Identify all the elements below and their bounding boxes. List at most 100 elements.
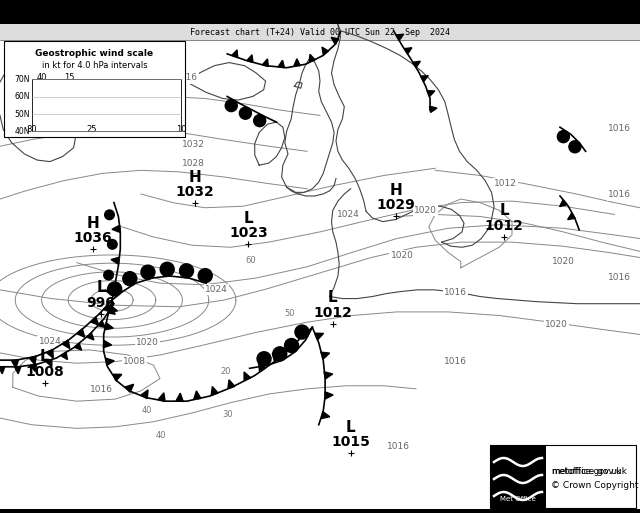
Text: H: H [86, 216, 99, 231]
Text: 1020: 1020 [545, 320, 568, 329]
Polygon shape [321, 411, 330, 419]
Polygon shape [420, 75, 428, 82]
Text: © Crown Copyright: © Crown Copyright [551, 481, 639, 490]
Polygon shape [331, 37, 339, 44]
Text: 1029: 1029 [376, 198, 415, 212]
Polygon shape [106, 358, 114, 365]
Polygon shape [111, 257, 120, 264]
Polygon shape [108, 308, 115, 314]
Text: 1032: 1032 [176, 185, 214, 199]
Circle shape [108, 282, 122, 296]
Polygon shape [106, 289, 114, 296]
Text: 50: 50 [284, 309, 294, 319]
Text: 1015: 1015 [332, 435, 370, 449]
Text: 20: 20 [220, 367, 230, 377]
Polygon shape [62, 340, 70, 348]
Polygon shape [104, 304, 112, 312]
Text: 1016: 1016 [90, 385, 113, 394]
Polygon shape [315, 333, 324, 340]
Polygon shape [104, 323, 113, 330]
Text: 1020: 1020 [552, 257, 575, 266]
Circle shape [160, 262, 174, 277]
Text: 40: 40 [36, 73, 47, 82]
Polygon shape [87, 333, 94, 340]
Text: L: L [40, 349, 50, 364]
Polygon shape [559, 200, 567, 207]
Text: 1012: 1012 [314, 306, 352, 320]
Polygon shape [176, 393, 183, 402]
Polygon shape [125, 384, 134, 392]
Bar [490, 445, 546, 508]
Polygon shape [91, 317, 99, 325]
Polygon shape [211, 386, 218, 395]
Polygon shape [46, 359, 52, 367]
Text: L: L [96, 280, 106, 295]
Text: 1016: 1016 [608, 190, 631, 200]
Text: 1028: 1028 [182, 159, 205, 168]
Circle shape [557, 131, 570, 143]
Text: L: L [328, 290, 338, 305]
Polygon shape [194, 391, 201, 399]
Polygon shape [158, 393, 165, 402]
Text: 1024: 1024 [38, 337, 61, 346]
Text: 60N: 60N [15, 92, 30, 101]
Polygon shape [568, 213, 575, 220]
Polygon shape [98, 321, 106, 327]
Polygon shape [278, 61, 284, 68]
Polygon shape [247, 55, 253, 63]
Circle shape [108, 240, 117, 249]
Text: Geostrophic wind scale: Geostrophic wind scale [35, 49, 154, 58]
Text: 1012: 1012 [494, 179, 517, 188]
Circle shape [239, 107, 252, 119]
Polygon shape [322, 47, 328, 55]
Text: 1016: 1016 [175, 73, 198, 83]
Text: 1024: 1024 [337, 210, 360, 219]
Circle shape [105, 210, 115, 220]
Polygon shape [112, 225, 120, 232]
Text: H: H [189, 170, 202, 185]
Text: metoffice.gov.uk: metoffice.gov.uk [551, 467, 621, 476]
Polygon shape [404, 48, 412, 54]
Circle shape [180, 264, 193, 278]
Text: 40N: 40N [15, 127, 30, 136]
Text: 70N: 70N [15, 74, 30, 84]
Bar [32, 79, 181, 131]
Polygon shape [427, 91, 435, 96]
Circle shape [141, 265, 155, 279]
Text: L: L [346, 420, 356, 435]
Polygon shape [324, 372, 333, 379]
Text: 1016: 1016 [387, 442, 410, 451]
Circle shape [123, 272, 137, 286]
Text: Met Office: Met Office [500, 496, 536, 502]
Polygon shape [141, 390, 148, 399]
Polygon shape [321, 352, 330, 359]
Polygon shape [294, 59, 300, 66]
Polygon shape [31, 364, 36, 371]
Text: 1016: 1016 [444, 357, 467, 366]
Circle shape [295, 325, 309, 339]
Polygon shape [113, 374, 122, 381]
Polygon shape [103, 341, 111, 348]
Text: L: L [499, 203, 509, 218]
Text: 1023: 1023 [229, 226, 268, 240]
Polygon shape [429, 106, 437, 112]
Polygon shape [259, 363, 266, 372]
Circle shape [104, 270, 113, 280]
Text: Forecast chart (T+24) Valid 00 UTC Sun 22  Sep  2024: Forecast chart (T+24) Valid 00 UTC Sun 2… [190, 28, 450, 36]
Text: 10: 10 [176, 126, 186, 134]
Text: 50N: 50N [15, 109, 30, 119]
Polygon shape [298, 329, 307, 338]
Polygon shape [272, 353, 280, 362]
Polygon shape [47, 349, 53, 358]
Text: 1020: 1020 [414, 206, 437, 215]
Polygon shape [12, 360, 19, 368]
Text: 1032: 1032 [182, 140, 205, 149]
Bar [4, 41, 185, 137]
Circle shape [257, 352, 271, 366]
Polygon shape [77, 329, 84, 338]
Polygon shape [61, 352, 67, 360]
Polygon shape [29, 356, 36, 365]
Polygon shape [396, 34, 404, 41]
Text: 1036: 1036 [74, 231, 112, 245]
Bar [0, 0, 640, 24]
